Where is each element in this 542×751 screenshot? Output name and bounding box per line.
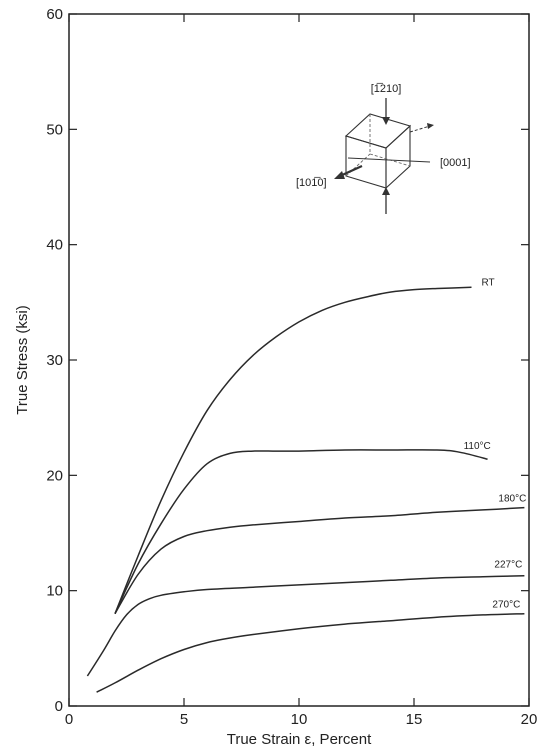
y-tick-label: 40 — [46, 237, 63, 254]
arrow-head-icon — [427, 123, 434, 129]
series-label-2: 180°C — [498, 494, 526, 505]
axis-0001-dashed — [409, 125, 431, 133]
axis-ticks — [68, 13, 530, 707]
direction-arrow-1010 — [339, 164, 363, 178]
direction-label-1210: [1̅210] — [371, 83, 402, 95]
series-line-0 — [114, 286, 472, 614]
series-labels: RT 110°C 180°C 227°C 270°C — [464, 277, 527, 610]
y-tick-label: 20 — [46, 467, 63, 484]
tick-labels: 0 5 10 15 20 0 10 20 30 40 50 60 — [46, 6, 537, 728]
crystal-top-face — [344, 113, 412, 149]
series-line-1 — [114, 449, 488, 615]
series-label-3: 227°C — [494, 560, 522, 571]
y-tick-label: 50 — [46, 121, 63, 138]
series-label-1: 110°C — [464, 441, 491, 452]
series-line-3 — [86, 574, 525, 677]
series-label-4: 270°C — [492, 600, 520, 611]
x-axis-label: True Strain ε, Percent — [227, 731, 372, 748]
direction-label-0001: [0001] — [440, 157, 471, 169]
crystal-front-face — [345, 135, 387, 189]
crystal-orientation-diagram: [1̅210] [101̅0] [0001] — [296, 83, 471, 214]
y-axis-label: True Stress (ksi) — [14, 305, 31, 414]
x-tick-label: 5 — [180, 711, 188, 728]
plot-frame — [68, 13, 530, 707]
arrow-left-icon — [334, 171, 345, 179]
y-tick-label: 60 — [46, 6, 63, 23]
arrow-up-icon — [382, 187, 390, 195]
y-tick-label: 10 — [46, 583, 63, 600]
x-tick-label: 15 — [406, 711, 423, 728]
crystal-side-face — [385, 124, 411, 190]
y-tick-label: 0 — [55, 698, 63, 715]
series-line-2 — [114, 506, 525, 615]
direction-label-1010: [101̅0] — [296, 177, 327, 189]
series-line-4 — [96, 612, 525, 693]
series-curves — [86, 286, 525, 693]
series-label-0: RT — [482, 277, 495, 288]
x-tick-label: 0 — [65, 711, 73, 728]
arrow-down-icon — [382, 117, 390, 125]
x-tick-label: 10 — [291, 711, 308, 728]
x-tick-label: 20 — [521, 711, 538, 728]
y-tick-label: 30 — [46, 352, 63, 369]
axis-0001-line — [347, 157, 431, 163]
